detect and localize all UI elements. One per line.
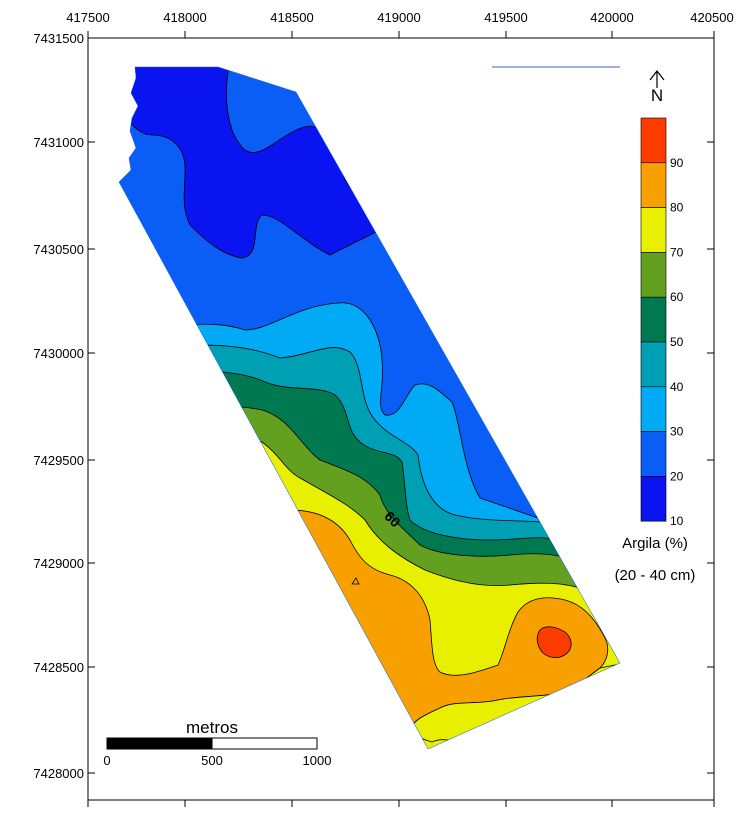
- zone-10-20: [119, 67, 381, 259]
- y-tick-label: 7431000: [33, 135, 84, 150]
- legend-title: Argila (%): [622, 535, 688, 552]
- legend-swatch: [640, 117, 667, 164]
- zone-90-plus: [536, 626, 572, 658]
- x-tick-label: 417500: [66, 10, 109, 25]
- x-tick-label: 419000: [377, 10, 420, 25]
- y-tick-label: 7428000: [33, 766, 84, 781]
- map-frame: [87, 37, 715, 801]
- north-arrow-icon: [649, 70, 665, 88]
- scale-label: 0: [103, 753, 110, 768]
- legend-level-label: 90: [670, 156, 684, 170]
- small-contour: [351, 577, 360, 585]
- y-tick-label: 7430000: [33, 346, 84, 361]
- legend-swatch: [640, 431, 667, 477]
- scale-label: 500: [201, 753, 223, 768]
- legend-level-label: 60: [670, 290, 684, 304]
- north-label: N: [651, 86, 663, 105]
- legend-level-label: 50: [670, 335, 684, 349]
- legend-swatch: [640, 296, 667, 343]
- axis-ticks: [87, 31, 715, 807]
- y-axis-labels: 7431500 7431000 7430500 7430000 7429500 …: [33, 31, 84, 781]
- x-tick-label: 418500: [270, 10, 313, 25]
- legend-level-label: 20: [670, 469, 684, 483]
- y-tick-label: 7429000: [33, 556, 84, 571]
- legend-subtitle: (20 - 40 cm): [615, 567, 696, 584]
- legend-level-label: 40: [670, 380, 684, 394]
- legend-level-label: 70: [670, 245, 684, 259]
- field-boundary: [118, 66, 621, 750]
- x-axis-labels: 417500 418000 418500 419000 419500 42000…: [66, 10, 733, 25]
- scale-label: 1000: [303, 753, 332, 768]
- legend-swatch: [640, 162, 667, 208]
- x-tick-label: 418000: [163, 10, 206, 25]
- y-tick-label: 7429500: [33, 453, 84, 468]
- x-tick-label: 419500: [484, 10, 527, 25]
- north-arrow: N: [649, 70, 665, 105]
- y-tick-label: 7430500: [33, 242, 84, 257]
- legend-swatch: [640, 341, 667, 388]
- legend: 90 80 70 60 50 40 30 20 10 Argila (%) (20 - 40 c…: [615, 117, 696, 584]
- legend-labels: 90 80 70 60 50 40 30 20 10: [670, 156, 684, 528]
- scale-title: metros: [186, 718, 238, 737]
- x-tick-label: 420000: [590, 10, 633, 25]
- legend-swatch: [640, 476, 667, 522]
- y-tick-label: 7431500: [33, 31, 84, 46]
- x-tick-label: 420500: [690, 10, 733, 25]
- legend-level-label: 30: [670, 425, 684, 439]
- legend-swatch: [640, 386, 667, 432]
- scale-bar: metros 0 500 1000: [103, 718, 331, 768]
- scale-bar-black: [106, 737, 213, 750]
- legend-level-label: 80: [670, 201, 684, 215]
- contour-field: [119, 67, 620, 749]
- legend-level-label: 10: [670, 514, 684, 528]
- legend-color-bar: [640, 117, 667, 522]
- y-tick-label: 7428500: [33, 660, 84, 675]
- scale-bar-white: [211, 737, 318, 750]
- legend-swatch: [640, 207, 667, 253]
- legend-swatch: [640, 252, 667, 298]
